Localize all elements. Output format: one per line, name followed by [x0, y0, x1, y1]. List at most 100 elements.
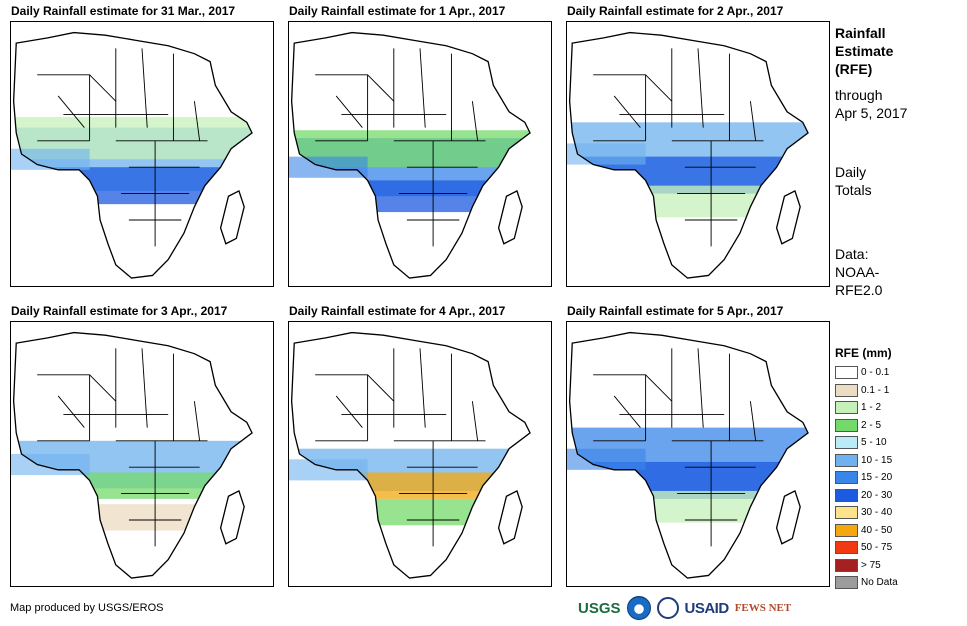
country-border	[335, 395, 363, 428]
legend-label: 50 - 75	[861, 542, 893, 554]
legend-item: 30 - 40	[835, 504, 898, 522]
country-border	[593, 374, 673, 402]
legend-title: RFE (mm)	[835, 346, 892, 360]
legend-item: 20 - 30	[835, 487, 898, 505]
country-border	[593, 74, 673, 102]
panel-title: Daily Rainfall estimate for 4 Apr., 2017	[289, 304, 506, 318]
legend-swatch	[835, 366, 858, 380]
legend-swatch	[835, 436, 858, 450]
madagascar-outline	[219, 190, 245, 245]
legend-label: 20 - 30	[861, 489, 893, 501]
country-border	[419, 348, 426, 428]
legend-item: 0 - 0.1	[835, 364, 898, 382]
country-border	[697, 348, 704, 428]
title-line: Rainfall	[835, 25, 886, 41]
legend-label: 10 - 15	[861, 454, 893, 466]
rainfall-band	[291, 180, 531, 213]
legend-label: No Data	[861, 577, 898, 589]
continent-outline	[568, 31, 809, 279]
country-border	[749, 401, 757, 441]
madagascar-outline	[775, 190, 801, 245]
map-canvas	[11, 331, 253, 579]
rainfall-band	[13, 472, 253, 499]
legend-label: 5 - 10	[861, 437, 887, 449]
legend-swatch	[835, 401, 858, 415]
country-border	[57, 95, 85, 128]
rainfall-map	[10, 21, 274, 287]
rfe-legend: RFE (mm) 0 - 0.1 0.1 - 1 1 - 2 2 - 5 5 - 10 1…	[835, 346, 898, 592]
rainfall-map	[10, 321, 274, 587]
fews-net-logo: FEWS NET	[734, 602, 792, 614]
legend-item: 50 - 75	[835, 539, 898, 557]
country-border	[419, 48, 426, 128]
map-canvas	[567, 31, 809, 279]
country-border	[749, 101, 757, 141]
daily-line: Daily	[835, 164, 867, 180]
legend-swatch	[835, 558, 858, 572]
country-border	[613, 95, 641, 128]
legend-swatch	[835, 488, 858, 502]
rainfall-band	[569, 490, 809, 523]
map-canvas	[11, 31, 253, 279]
madagascar-outline	[497, 490, 523, 545]
country-border	[37, 74, 117, 102]
legend-item: No Data	[835, 574, 898, 592]
rainfall-band	[291, 498, 531, 526]
legend-swatch	[835, 506, 858, 520]
data-line: Data:	[835, 246, 869, 262]
legend-swatch	[835, 383, 858, 397]
map-canvas	[567, 331, 809, 579]
legend-label: > 75	[861, 559, 881, 571]
legend-item: 40 - 50	[835, 522, 898, 540]
country-border	[315, 74, 395, 102]
usgs-logo: USGS	[578, 599, 621, 617]
country-border	[471, 101, 479, 141]
legend-label: 40 - 50	[861, 524, 893, 536]
through-line: Apr 5, 2017	[835, 105, 908, 121]
legend-swatch	[835, 576, 858, 590]
legend-swatch	[835, 541, 858, 555]
legend-swatch	[835, 453, 858, 467]
daily-totals: Daily Totals	[835, 163, 872, 199]
noaa-logo-icon	[626, 596, 651, 620]
through-date: through Apr 5, 2017	[835, 86, 907, 122]
data-source: Data: NOAA- RFE2.0	[835, 245, 882, 299]
country-border	[193, 401, 201, 441]
country-border	[193, 101, 201, 141]
panel-title: Daily Rainfall estimate for 5 Apr., 2017	[567, 304, 784, 318]
country-border	[315, 374, 395, 402]
title-line: (RFE)	[835, 61, 873, 77]
legend-label: 1 - 2	[861, 402, 882, 414]
map-canvas	[289, 331, 531, 579]
rainfall-map	[288, 21, 552, 287]
legend-swatch	[835, 471, 858, 485]
legend-item: 2 - 5	[835, 417, 898, 435]
country-border	[335, 95, 363, 128]
panel-title: Daily Rainfall estimate for 3 Apr., 2017	[11, 304, 228, 318]
title-line: Estimate	[835, 43, 894, 59]
credit-text: Map produced by USGS/EROS	[10, 602, 164, 614]
legend-item: > 75	[835, 557, 898, 575]
country-border	[141, 48, 148, 128]
madagascar-outline	[219, 490, 245, 545]
country-border	[471, 401, 479, 441]
rainfall-map	[566, 21, 830, 287]
legend-label: 2 - 5	[861, 419, 882, 431]
legend-swatch	[835, 523, 858, 537]
legend-label: 15 - 20	[861, 472, 893, 484]
ocean-rainfall	[289, 459, 368, 481]
country-border	[37, 374, 117, 402]
partner-logos: USGS USAID FEWS NET	[578, 596, 791, 620]
map-canvas	[289, 31, 531, 279]
legend-label: 0.1 - 1	[861, 384, 890, 396]
continent-outline	[568, 331, 809, 579]
ocean-rainfall	[11, 454, 90, 476]
doi-seal-icon	[656, 597, 679, 619]
legend-swatch	[835, 418, 858, 432]
panel-title: Daily Rainfall estimate for 2 Apr., 2017	[567, 4, 784, 18]
ocean-rainfall	[567, 143, 646, 165]
data-line: NOAA-	[835, 264, 880, 280]
legend-item: 5 - 10	[835, 434, 898, 452]
country-border	[697, 48, 704, 128]
madagascar-outline	[497, 190, 523, 245]
